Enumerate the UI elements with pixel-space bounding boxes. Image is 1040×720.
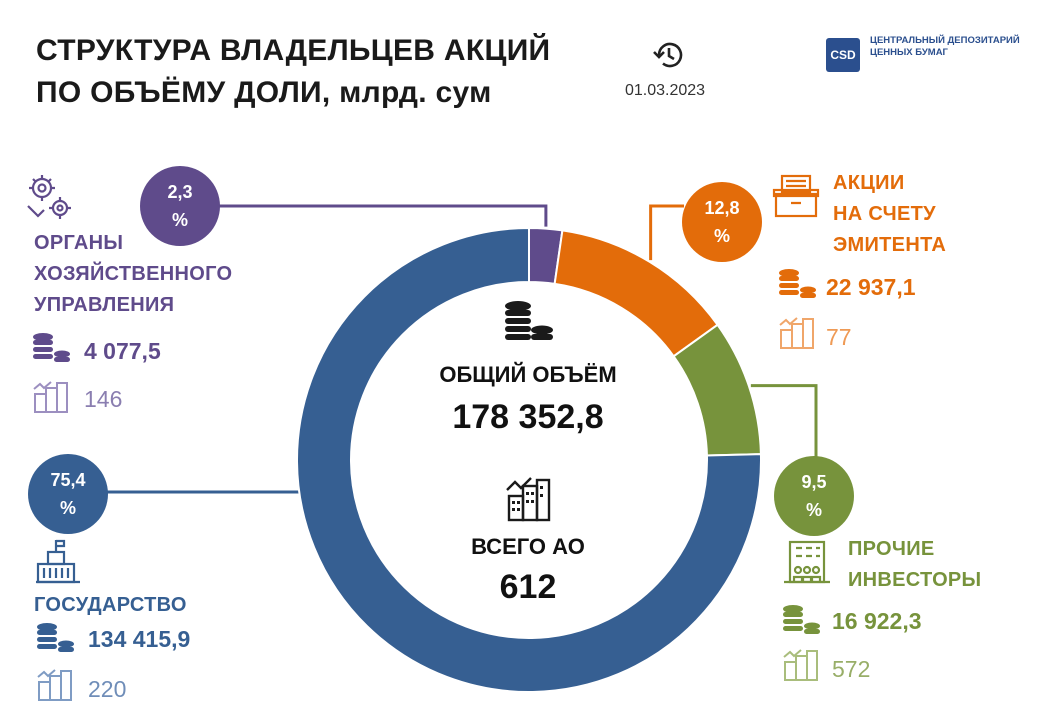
report-date: 01.03.2023 (625, 82, 706, 99)
buildings-icon (37, 669, 72, 701)
leader-line-other (750, 384, 818, 458)
title-line-1: СТРУКТУРА ВЛАДЕЛЬЦЕВ АКЦИЙ (36, 34, 551, 67)
governing-pct-bubble: 2,3 % (140, 166, 220, 246)
issuer-count: 77 (826, 324, 852, 350)
state-count: 220 (88, 676, 127, 702)
history-clock-icon (653, 42, 683, 68)
total-companies-label: ВСЕГО АО (471, 534, 585, 559)
governing-volume: 4 077,5 (84, 338, 161, 364)
gears-icon (27, 175, 71, 219)
state-label: ГОСУДАРСТВО (34, 594, 187, 616)
total-volume-label: ОБЩИЙ ОБЪЁМ (439, 362, 617, 387)
governing-count: 146 (84, 386, 123, 412)
office-building-icon (784, 540, 830, 584)
coins-icon (779, 269, 816, 298)
issuer-volume: 22 937,1 (826, 274, 916, 300)
state-volume: 134 415,9 (88, 626, 191, 652)
buildings-icon (779, 317, 814, 349)
issuer-label: АКЦИИ НА СЧЕТУ ЭМИТЕНТА (833, 172, 947, 256)
archive-box-icon (772, 174, 820, 218)
other-label: ПРОЧИЕ ИНВЕСТОРЫ (848, 538, 982, 591)
coins-icon (33, 333, 70, 362)
other-count: 572 (832, 656, 871, 682)
leader-line-governing (218, 204, 548, 227)
state-pct-bubble: 75,4 % (28, 454, 108, 534)
coins-icon (37, 623, 74, 652)
coins-icon (783, 605, 820, 634)
buildings-icon (783, 649, 818, 681)
total-companies-value: 612 (499, 568, 557, 606)
other-pct-bubble: 9,5 % (774, 456, 854, 536)
brand-name: ЦЕНТРАЛЬНЫЙ ДЕПОЗИТАРИЙ ЦЕННЫХ БУМАГ (870, 35, 1020, 58)
leader-line-issuer (649, 204, 684, 261)
title-line-2: ПО ОБЪЁМУ ДОЛИ, млрд. сум (36, 76, 492, 109)
government-building-icon (36, 539, 80, 584)
issuer-pct-bubble: 12,8 % (682, 182, 762, 262)
logo-icon: CSD (826, 38, 860, 72)
other-volume: 16 922,3 (832, 608, 922, 634)
buildings-icon (506, 477, 551, 522)
page-title: СТРУКТУРА ВЛАДЕЛЬЦЕВ АКЦИЙ ПО ОБЪЁМУ ДОЛ… (36, 30, 550, 114)
donut-slice-state (296, 226, 762, 693)
buildings-icon (33, 381, 68, 413)
coins-icon (505, 301, 553, 340)
total-volume-value: 178 352,8 (452, 398, 604, 436)
governing-label: ОРГАНЫ ХОЗЯЙСТВЕННОГО УПРАВЛЕНИЯ (34, 232, 233, 316)
